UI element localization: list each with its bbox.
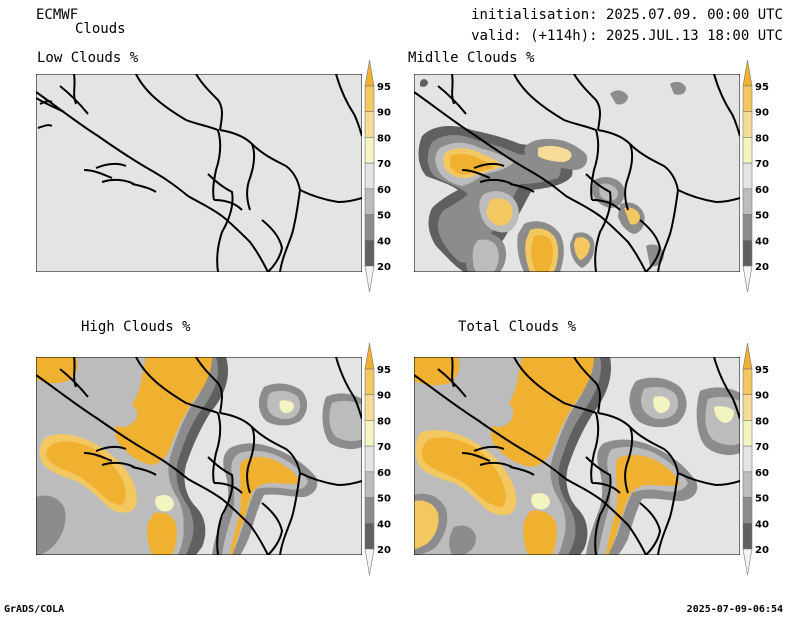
- colorbar-tick-label: 20: [377, 262, 391, 273]
- colorbar-top-arrow: [742, 59, 753, 87]
- map-middle-clouds: [414, 74, 740, 272]
- colorbar-segment: [742, 471, 753, 498]
- colorbar-tick-label: 20: [755, 262, 769, 273]
- colorbar-tick-label: 20: [377, 545, 391, 556]
- colorbar-segment: [742, 522, 753, 550]
- product-name: Clouds: [75, 21, 126, 37]
- panel-title-middle: Midlle Clouds %: [408, 50, 535, 66]
- colorbar-tick-label: 40: [377, 236, 391, 247]
- colorbar-tick-label: 40: [377, 519, 391, 530]
- panel-title-low: Low Clouds %: [37, 50, 139, 66]
- colorbar-segment: [364, 420, 375, 447]
- colorbar-tick-label: 95: [377, 82, 391, 93]
- colorbar-bottom-arrow: [364, 265, 375, 293]
- colorbar-total: 95 90 80 70 60 50 40 20: [742, 342, 776, 576]
- colorbar-tick-label: 20: [755, 545, 769, 556]
- colorbar-tick-label: 95: [755, 365, 769, 376]
- colorbar-tick-label: 60: [377, 185, 391, 196]
- colorbar-tick-label: 80: [755, 133, 769, 144]
- colorbar-tick-label: 40: [755, 519, 769, 530]
- colorbar-tick-label: 40: [755, 236, 769, 247]
- colorbar-tick-label: 70: [377, 442, 391, 453]
- colorbar-segment: [742, 239, 753, 267]
- colorbar-segment: [364, 394, 375, 421]
- colorbar-tick-label: 70: [755, 159, 769, 170]
- colorbar-top-arrow: [364, 342, 375, 370]
- colorbar-segment: [364, 445, 375, 473]
- colorbar-segment: [364, 111, 375, 138]
- footer-software: GrADS/COLA: [4, 604, 65, 615]
- colorbar-tick-label: 90: [755, 108, 769, 119]
- colorbar-tick-label: 50: [755, 494, 769, 505]
- colorbar-tick-label: 95: [755, 82, 769, 93]
- colorbar-segment: [364, 188, 375, 215]
- colorbar-bottom-arrow: [364, 548, 375, 576]
- colorbar-tick-label: 80: [377, 133, 391, 144]
- colorbar-tick-label: 50: [755, 211, 769, 222]
- colorbar-segment: [364, 497, 375, 524]
- colorbar-tick-label: 80: [377, 416, 391, 427]
- colorbar-tick-label: 90: [377, 108, 391, 119]
- colorbar-middle: 95 90 80 70 60 50 40 20: [742, 59, 776, 293]
- colorbar-segment: [742, 420, 753, 447]
- colorbar-tick-label: 80: [755, 416, 769, 427]
- colorbar-segment: [742, 188, 753, 215]
- panel-title-total: Total Clouds %: [458, 319, 577, 335]
- colorbar-segment: [742, 111, 753, 138]
- colorbar-tick-label: 50: [377, 211, 391, 222]
- model-name: ECMWF: [36, 7, 79, 23]
- colorbar-bottom-arrow: [742, 265, 753, 293]
- colorbar-segment: [364, 137, 375, 164]
- colorbar-top-arrow: [364, 59, 375, 87]
- colorbar-segment: [364, 85, 375, 113]
- valid-time: valid: (+114h): 2025.JUL.13 18:00 UTC: [471, 28, 783, 44]
- initialisation-time: initialisation: 2025.07.09. 00:00 UTC: [471, 7, 783, 23]
- colorbar-tick-label: 50: [377, 494, 391, 505]
- colorbar-segment: [742, 214, 753, 241]
- colorbar-segment: [742, 137, 753, 164]
- colorbar-tick-label: 90: [755, 391, 769, 402]
- colorbar-tick-label: 70: [377, 159, 391, 170]
- colorbar-segment: [742, 497, 753, 524]
- colorbar-segment: [742, 368, 753, 396]
- colorbar-segment: [364, 214, 375, 241]
- colorbar-tick-label: 90: [377, 391, 391, 402]
- colorbar-segment: [364, 471, 375, 498]
- colorbar-bottom-arrow: [742, 548, 753, 576]
- colorbar-high: 95 90 80 70 60 50 40 20: [364, 342, 398, 576]
- colorbar-segment: [364, 522, 375, 550]
- colorbar-segment: [364, 162, 375, 190]
- colorbar-segment: [742, 445, 753, 473]
- map-total-clouds: [414, 357, 740, 555]
- colorbar-tick-label: 60: [377, 468, 391, 479]
- colorbar-segment: [742, 394, 753, 421]
- footer-timestamp: 2025-07-09-06:54: [686, 604, 783, 615]
- colorbar-top-arrow: [742, 342, 753, 370]
- colorbar-segment: [742, 162, 753, 190]
- panel-title-high: High Clouds %: [81, 319, 191, 335]
- map-low-clouds: [36, 74, 362, 272]
- colorbar-low: 95 90 80 70 60 50 40 20: [364, 59, 398, 293]
- colorbar-segment: [364, 368, 375, 396]
- colorbar-tick-label: 60: [755, 185, 769, 196]
- colorbar-segment: [364, 239, 375, 267]
- colorbar-tick-label: 60: [755, 468, 769, 479]
- colorbar-tick-label: 95: [377, 365, 391, 376]
- colorbar-segment: [742, 85, 753, 113]
- map-high-clouds: [36, 357, 362, 555]
- colorbar-tick-label: 70: [755, 442, 769, 453]
